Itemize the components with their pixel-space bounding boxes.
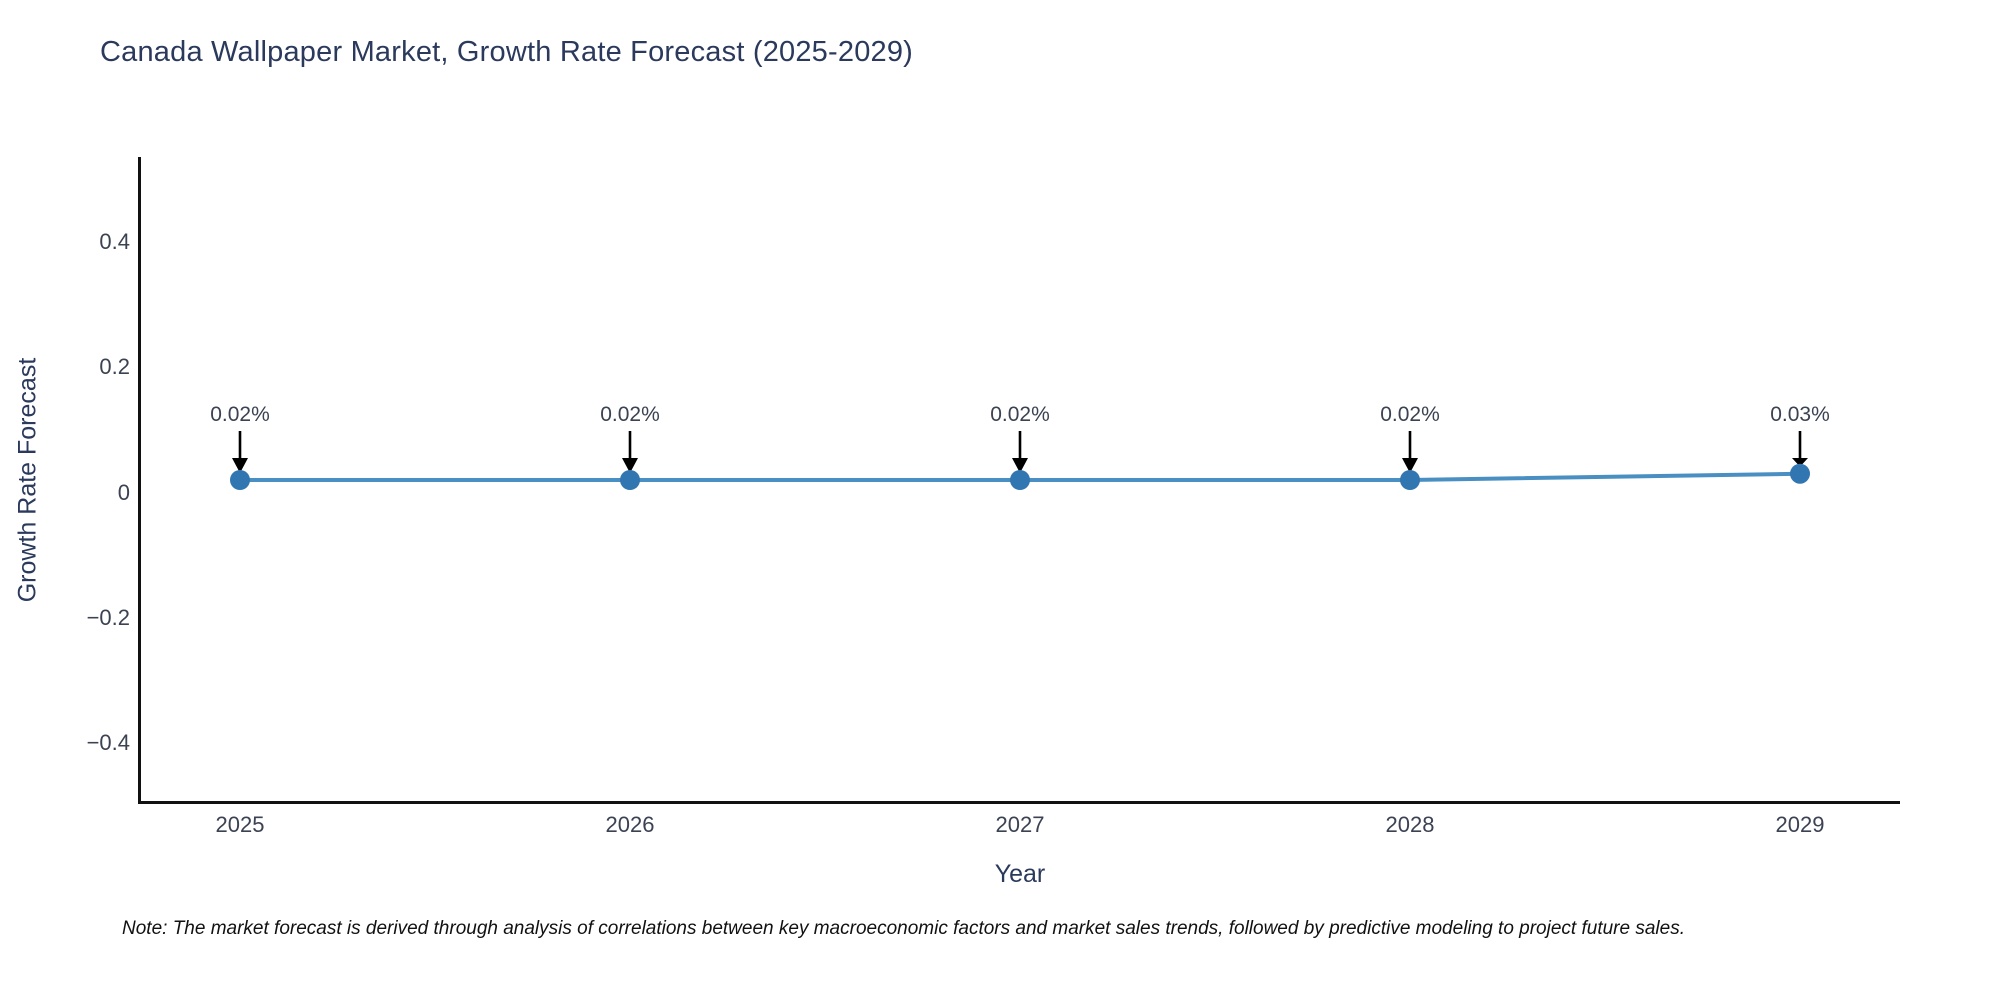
point-value-label: 0.02%: [1380, 403, 1440, 426]
data-point-marker: [1790, 463, 1810, 484]
x-tick-label: 2026: [605, 812, 655, 837]
y-tick-label: 0.2: [99, 354, 130, 380]
y-tick-label: 0.4: [99, 228, 130, 254]
annotation-arrowhead: [1792, 458, 1808, 467]
point-value-label: 0.02%: [600, 403, 660, 426]
chart-title: Canada Wallpaper Market, Growth Rate For…: [100, 36, 914, 68]
annotation-arrowhead: [1012, 458, 1028, 473]
footnote: Note: The market forecast is derived thr…: [122, 918, 1685, 939]
x-tick-label: 2029: [1775, 812, 1825, 837]
annotation-arrowhead: [622, 458, 638, 473]
point-value-label: 0.03%: [1770, 403, 1830, 426]
x-tick-label: 2028: [1385, 812, 1435, 837]
data-point-marker: [620, 470, 640, 490]
annotation-arrowhead: [1402, 458, 1418, 473]
x-tick-label: 2027: [995, 812, 1045, 837]
x-axis-spine: [138, 801, 1900, 804]
y-tick-label: 0: [117, 479, 130, 505]
annotation-arrowhead: [232, 458, 248, 473]
point-value-label: 0.02%: [210, 403, 270, 426]
data-point-marker: [1010, 470, 1030, 490]
data-point-marker: [1400, 470, 1420, 490]
x-axis-title: Year: [994, 860, 1046, 888]
point-value-label: 0.02%: [990, 403, 1050, 426]
x-tick-label: 2025: [215, 812, 265, 837]
y-axis-spine: [138, 157, 141, 804]
y-tick-label: −0.4: [86, 730, 130, 756]
data-point-marker: [230, 470, 250, 490]
y-tick-label: −0.2: [86, 604, 130, 630]
